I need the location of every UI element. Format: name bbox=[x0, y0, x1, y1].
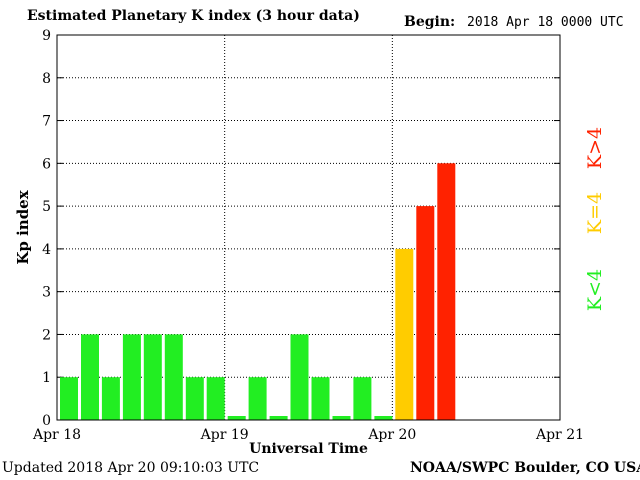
y-tick-label: 2 bbox=[42, 327, 51, 343]
kp-bar bbox=[353, 377, 372, 420]
legend-entry: K<4 bbox=[584, 269, 606, 311]
kp-bar bbox=[395, 248, 414, 420]
y-tick-label: 9 bbox=[42, 28, 51, 44]
y-axis-label: Kp index bbox=[14, 189, 32, 264]
kp-bar bbox=[143, 334, 162, 420]
x-tick-label: Apr 18 bbox=[32, 427, 81, 443]
kp-bar bbox=[206, 377, 225, 420]
legend-entry: K>4 bbox=[584, 127, 606, 169]
y-tick-label: 4 bbox=[42, 242, 51, 258]
kp-bar bbox=[122, 334, 141, 420]
y-tick-label: 7 bbox=[42, 114, 51, 130]
kp-bar bbox=[374, 416, 393, 420]
y-tick-label: 3 bbox=[42, 285, 51, 301]
kp-bar bbox=[311, 377, 330, 420]
y-tick-label: 0 bbox=[42, 413, 51, 429]
kp-bar bbox=[290, 334, 309, 420]
x-tick-label: Apr 19 bbox=[200, 427, 249, 443]
begin-label: Begin: bbox=[404, 14, 456, 30]
x-tick-label: Apr 20 bbox=[367, 427, 416, 443]
plot-frame bbox=[56, 34, 561, 421]
y-tick-label: 6 bbox=[42, 156, 51, 172]
kp-bar bbox=[227, 416, 246, 420]
legend-entry: K=4 bbox=[584, 192, 606, 234]
kp-bar bbox=[60, 377, 78, 420]
kp-bar bbox=[101, 377, 120, 420]
kp-bar bbox=[437, 163, 456, 421]
y-tick-label: 8 bbox=[42, 71, 51, 87]
kp-bar bbox=[332, 416, 351, 420]
x-axis-label: Universal Time bbox=[249, 441, 368, 457]
kp-bar bbox=[81, 334, 99, 420]
source-label: NOAA/SWPC Boulder, CO USA bbox=[410, 460, 640, 476]
kp-bar bbox=[164, 334, 183, 420]
chart-title: Estimated Planetary K index (3 hour data… bbox=[27, 8, 360, 24]
updated-timestamp: Updated 2018 Apr 20 09:10:03 UTC bbox=[2, 460, 260, 476]
y-tick-label: 5 bbox=[42, 199, 51, 215]
kp-bar bbox=[248, 377, 267, 420]
begin-value: 2018 Apr 18 0000 UTC bbox=[467, 15, 624, 30]
kp-bar bbox=[185, 377, 204, 420]
kp-bar bbox=[269, 416, 288, 420]
y-tick-label: 1 bbox=[42, 370, 51, 386]
x-tick-label: Apr 21 bbox=[535, 427, 584, 443]
kp-bar bbox=[416, 206, 435, 420]
